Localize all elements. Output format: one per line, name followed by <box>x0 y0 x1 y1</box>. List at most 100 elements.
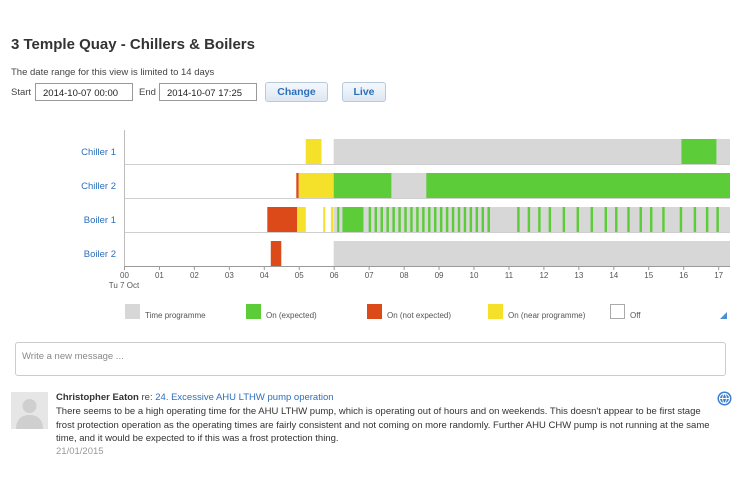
start-label: Start <box>11 87 32 98</box>
live-button[interactable]: Live <box>342 82 386 102</box>
start-date-input[interactable] <box>35 83 133 101</box>
timeline-segment-on-expected <box>422 207 425 232</box>
x-tick-label: 15 <box>644 271 653 280</box>
timeline-segment-on-near-programme <box>305 139 322 164</box>
x-tick-label: 04 <box>260 271 269 280</box>
timeline-segment-on-expected <box>615 207 618 232</box>
row-label: Chiller 2 <box>81 181 116 192</box>
timeline-segment-on-expected <box>517 207 520 232</box>
x-tick-label: 03 <box>225 271 234 280</box>
comment-re-label: re: <box>141 392 153 403</box>
timeline-segment-on-not-expected <box>270 241 282 266</box>
timeline-segment-on-expected <box>679 207 683 232</box>
timeline-segment-on-expected <box>374 207 378 232</box>
timeline-segment-on-expected <box>426 173 730 198</box>
timeline-segment-on-not-expected <box>296 173 299 198</box>
x-tick-label: 01 <box>155 271 164 280</box>
row-label: Boiler 1 <box>84 215 116 226</box>
x-tick-label: 05 <box>295 271 304 280</box>
legend-label: Time programme <box>145 311 206 320</box>
timeline-segment-on-expected <box>693 207 697 232</box>
globe-icon[interactable] <box>717 391 732 406</box>
timeline-segment-on-expected <box>439 207 443 232</box>
timeline-segment-on-expected <box>457 207 461 232</box>
legend-label: On (not expected) <box>387 311 452 320</box>
comment-header: Christopher Eaton re: 24. Excessive AHU … <box>56 392 334 403</box>
resize-handle-icon[interactable] <box>720 312 727 319</box>
timeline-segment-on-expected <box>681 139 717 164</box>
time-programme-band <box>333 241 730 266</box>
timeline-segment-on-expected <box>576 207 580 232</box>
x-tick-label: 08 <box>400 271 409 280</box>
timeline-segment-on-expected <box>649 207 653 232</box>
timeline-segment-on-expected <box>392 207 395 232</box>
x-tick-label: 16 <box>679 271 688 280</box>
timeline-segment-on-not-expected <box>267 207 298 232</box>
comment-thread-link[interactable]: 24. Excessive AHU LTHW pump operation <box>155 392 334 403</box>
timeline-segment-on-expected <box>590 207 594 232</box>
x-tick-label: 10 <box>470 271 479 280</box>
timeline-segment-on-expected <box>410 207 413 232</box>
timeline-segment-on-expected <box>416 207 419 232</box>
timeline-segment-on-near-programme <box>323 207 326 232</box>
timeline-segment-on-near-programme <box>330 207 334 232</box>
timeline-segment-on-expected <box>527 207 531 232</box>
timeline-segment-on-near-programme <box>297 207 306 232</box>
timeline-segment-on-expected <box>481 207 484 232</box>
timeline-segment-on-expected <box>445 207 449 232</box>
new-message-input[interactable]: Write a new message ... <box>15 342 726 376</box>
legend-swatch-on-not-expected <box>367 304 382 319</box>
timeline-segment-on-expected <box>398 207 401 232</box>
timeline-chart: Chiller 1 Chiller 2 Boiler 1 Boiler 2 00 01 02… <box>81 130 730 290</box>
timeline-segment-on-expected <box>548 207 552 232</box>
timeline-segment-on-expected <box>451 207 455 232</box>
comment-body: There seems to be a high operating time … <box>56 406 710 444</box>
page-title: 3 Temple Quay - Chillers & Boilers <box>11 36 255 53</box>
legend-label: On (expected) <box>266 311 317 320</box>
x-tick-label: 11 <box>505 271 514 280</box>
timeline-segment-on-expected <box>469 207 473 232</box>
timeline-segment-on-expected <box>368 207 372 232</box>
timeline-segment-on-expected <box>434 207 437 232</box>
x-tick-label: 12 <box>539 271 548 280</box>
legend-label: On (near programme) <box>508 311 586 320</box>
row-label: Chiller 1 <box>81 147 116 158</box>
timeline-segment-on-expected <box>404 207 407 232</box>
x-tick-label: 06 <box>330 271 339 280</box>
time-programme-band <box>333 139 730 164</box>
change-button[interactable]: Change <box>265 82 328 102</box>
range-note: The date range for this view is limited … <box>11 67 215 78</box>
timeline-segment-on-expected <box>386 207 389 232</box>
timeline-segment-on-expected <box>716 207 719 232</box>
end-date-input[interactable] <box>159 83 257 101</box>
x-tick-label: 17 <box>714 271 723 280</box>
x-axis-date-label: Tu 7 Oct <box>109 281 140 290</box>
timeline-segment-on-expected <box>662 207 665 232</box>
timeline-segment-on-expected <box>463 207 467 232</box>
legend-swatch-on-expected <box>246 304 261 319</box>
timeline-segment-on-expected <box>705 207 709 232</box>
timeline-segment-on-expected <box>487 207 490 232</box>
end-label: End <box>139 87 156 98</box>
timeline-segment-on-expected <box>538 207 541 232</box>
timeline-segment-on-expected <box>562 207 566 232</box>
timeline-segment-on-expected <box>428 207 431 232</box>
timeline-segment-on-expected <box>604 207 608 232</box>
comment-date: 21/01/2015 <box>56 446 104 457</box>
timeline-segment-on-expected <box>380 207 383 232</box>
timeline-segment-on-expected <box>342 207 364 232</box>
x-tick-label: 00 <box>120 271 129 280</box>
legend-label: Off <box>630 311 641 320</box>
user-avatar-icon <box>11 392 48 429</box>
legend-swatch-off <box>610 304 625 319</box>
timeline-segment-on-expected <box>627 207 630 232</box>
x-tick-label: 09 <box>435 271 444 280</box>
timeline-segment-on-expected <box>475 207 479 232</box>
x-tick-label: 07 <box>365 271 374 280</box>
x-tick-label: 14 <box>609 271 618 280</box>
timeline-segment-on-expected <box>639 207 642 232</box>
timeline-segment-on-expected <box>333 173 392 198</box>
x-tick-label: 02 <box>190 271 199 280</box>
timeline-segment-on-expected <box>337 207 340 232</box>
x-tick-label: 13 <box>574 271 583 280</box>
